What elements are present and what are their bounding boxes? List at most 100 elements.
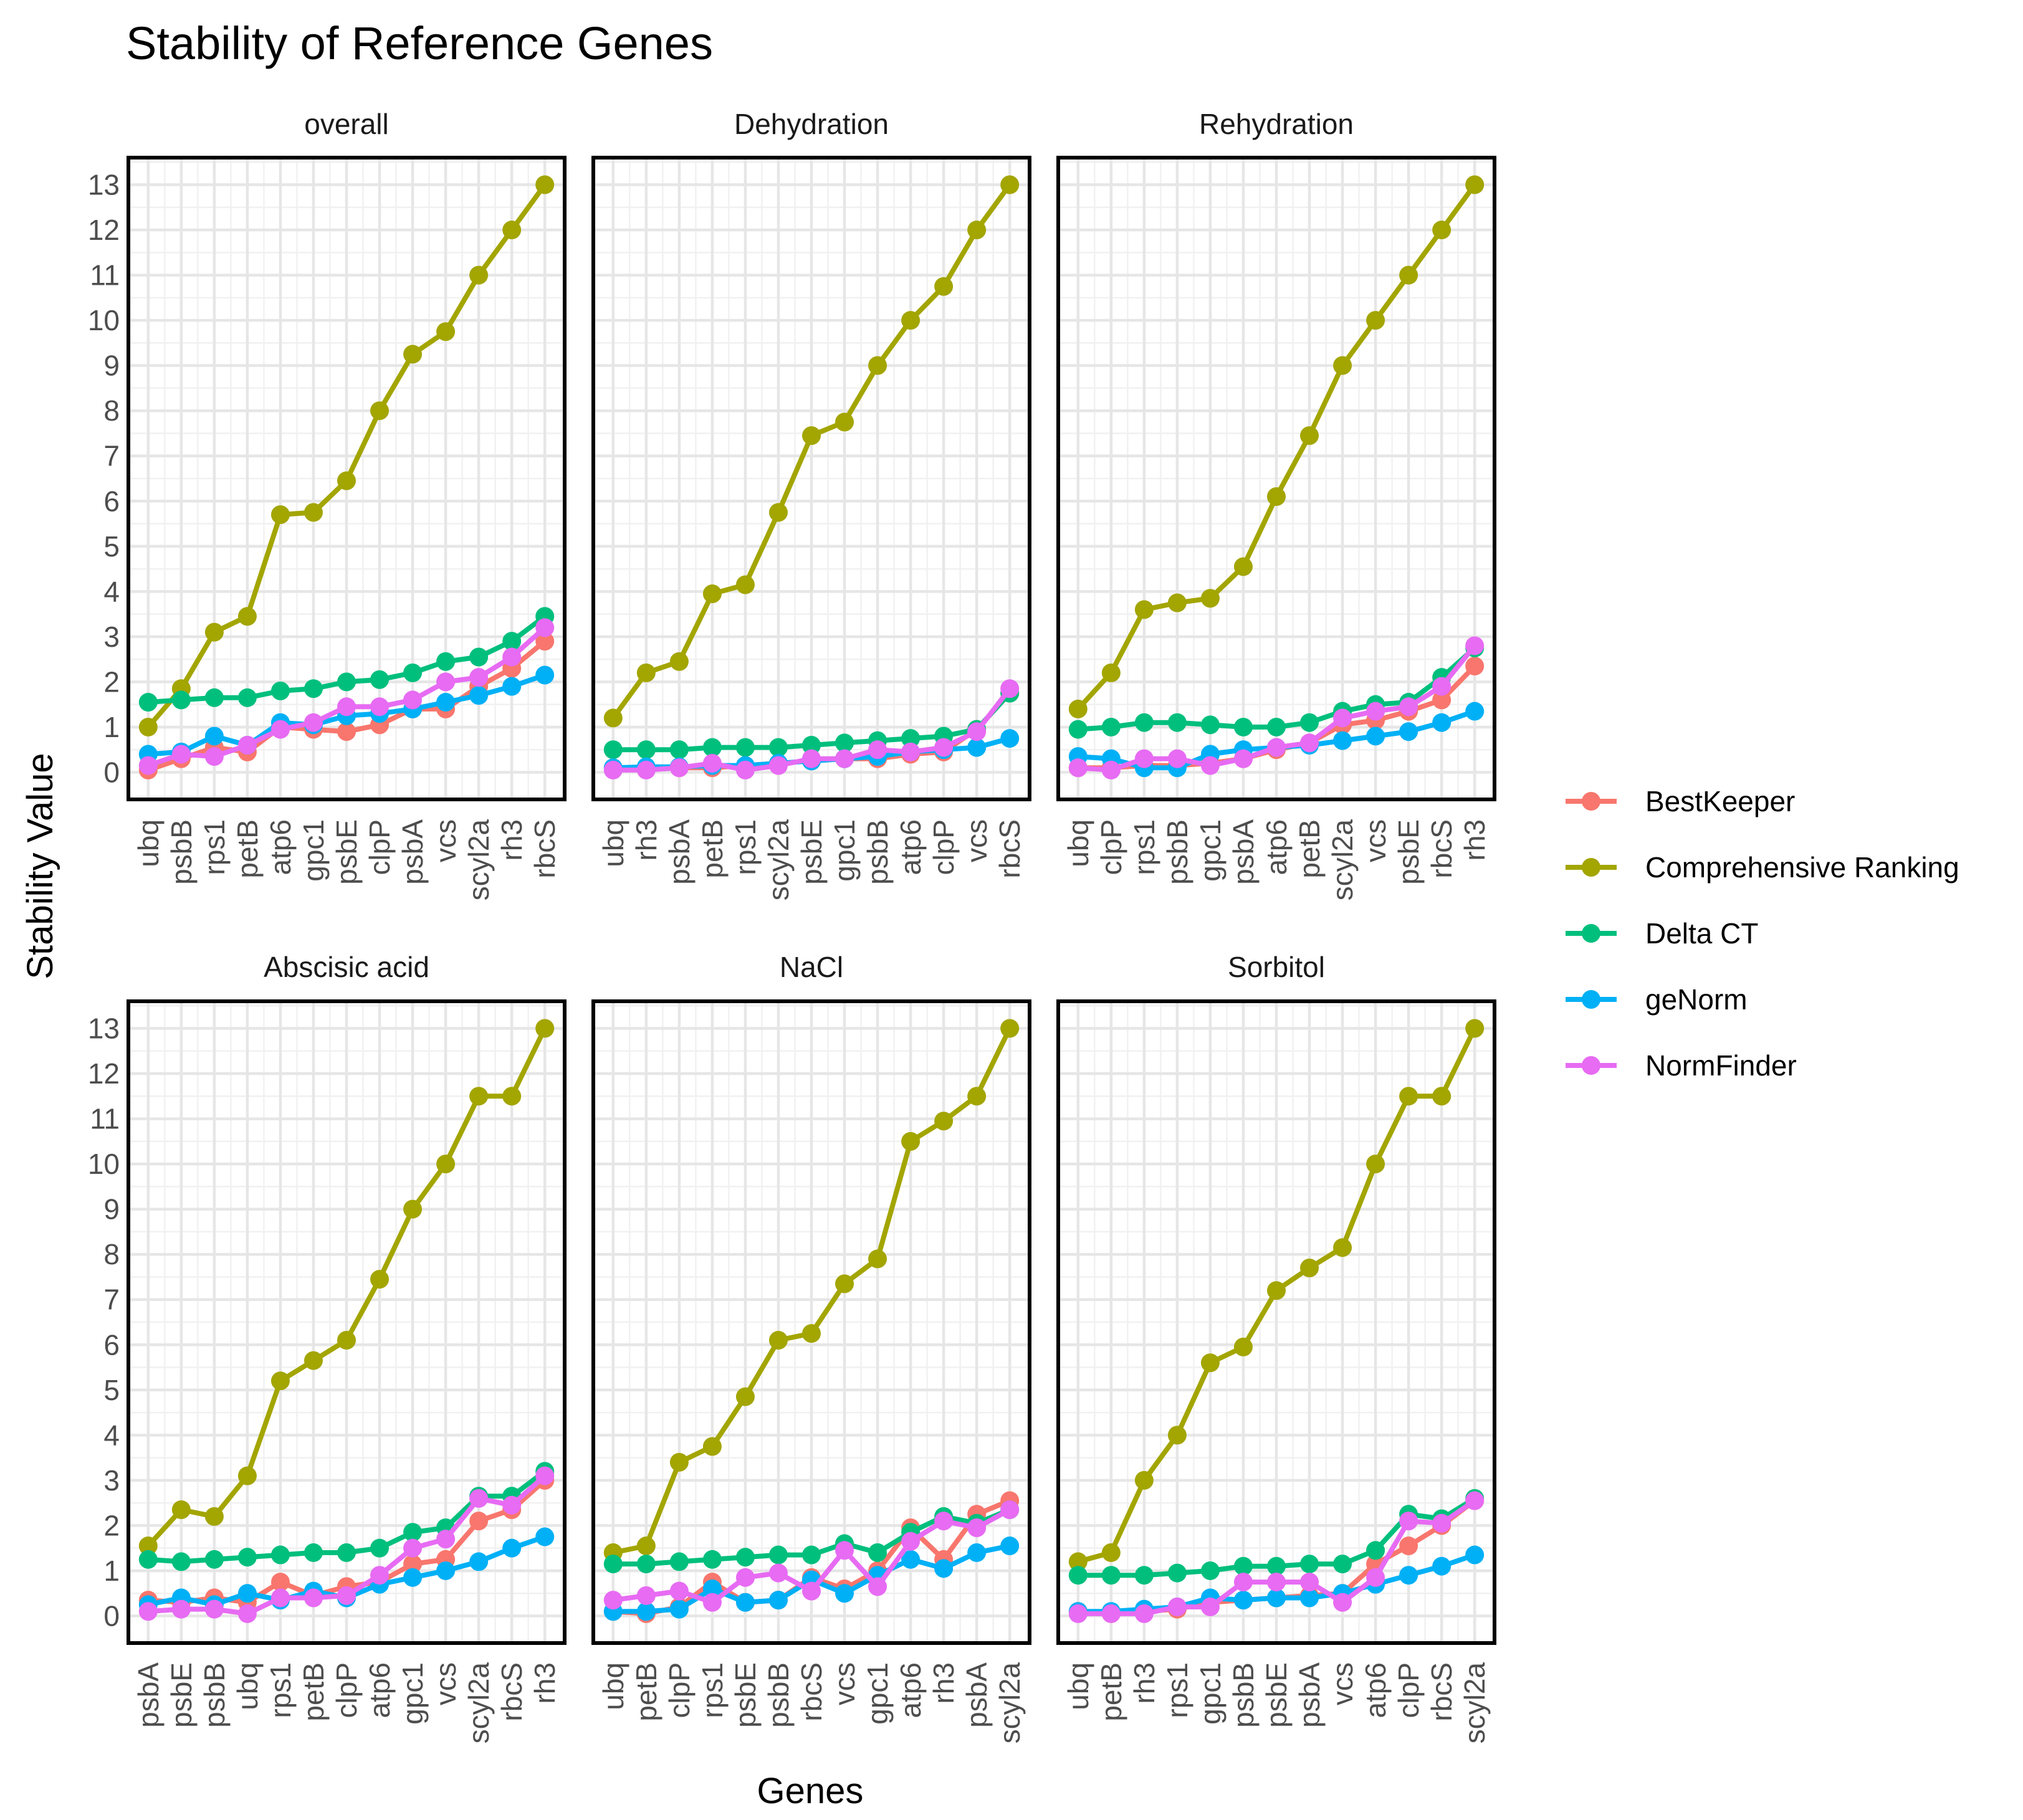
x-tick-label: psbA xyxy=(960,1662,993,1728)
panel-rehydration: Rehydration ubq clpP rps1 psbB gpc1 psbA atp6 pe… xyxy=(1056,108,1496,900)
y-tick-label: 3 xyxy=(103,621,120,653)
data-point xyxy=(535,1019,555,1038)
data-point xyxy=(1399,722,1418,741)
data-point xyxy=(669,1552,689,1571)
data-point xyxy=(934,1512,954,1531)
data-point xyxy=(204,1507,224,1526)
data-point xyxy=(702,738,722,757)
data-point xyxy=(337,697,356,717)
data-point xyxy=(138,1537,158,1556)
x-tick-label: rh3 xyxy=(528,1662,561,1703)
y-tick-label: 10 xyxy=(88,304,120,336)
chart-title: Stability of Reference Genes xyxy=(126,17,713,69)
series-comprehensive-ranking-sorbitol xyxy=(1068,1019,1485,1571)
series-comprehensive-ranking-overall xyxy=(138,175,555,736)
legend-item-bestkeeper: BestKeeper xyxy=(1566,785,1795,817)
x-tick-label: clpP xyxy=(330,1662,363,1718)
y-tick-label: 7 xyxy=(103,440,120,472)
x-tick-label: rh3 xyxy=(927,1662,960,1703)
data-point xyxy=(768,756,788,775)
data-point xyxy=(1000,729,1020,748)
data-point xyxy=(502,677,522,696)
x-tick-label: rh3 xyxy=(630,819,662,860)
data-point xyxy=(304,503,323,522)
data-point xyxy=(669,1452,689,1472)
data-point xyxy=(1399,1087,1418,1106)
data-point xyxy=(802,1581,821,1601)
data-point xyxy=(901,1532,921,1551)
x-tick-label: psbE xyxy=(729,1662,762,1728)
data-point xyxy=(270,1371,290,1391)
data-point xyxy=(204,1550,224,1569)
data-point xyxy=(171,690,191,710)
data-point xyxy=(1233,1573,1253,1592)
x-tick-label: psbE xyxy=(1392,819,1425,885)
data-point xyxy=(270,1588,290,1608)
data-point xyxy=(1366,1541,1385,1560)
y-tick-label: 9 xyxy=(103,1193,120,1226)
data-point xyxy=(636,740,656,760)
data-point xyxy=(1267,738,1286,757)
data-point xyxy=(802,1324,821,1343)
data-point xyxy=(535,665,555,685)
data-point xyxy=(1300,713,1319,732)
data-point xyxy=(436,1155,456,1174)
data-point xyxy=(868,740,887,760)
series-normfinder-overall xyxy=(138,618,555,775)
data-point xyxy=(1000,679,1020,698)
x-tick-label: rbcS xyxy=(1425,1662,1458,1722)
x-tick-label: psbE xyxy=(1260,1662,1293,1728)
data-point xyxy=(171,1599,191,1619)
data-point xyxy=(138,756,158,775)
x-tick-label: scyl2a xyxy=(762,819,795,901)
data-point xyxy=(304,1588,323,1608)
data-point xyxy=(802,735,821,755)
data-point xyxy=(735,1593,755,1612)
data-point xyxy=(1200,1597,1220,1616)
data-point xyxy=(603,1591,623,1610)
legend-label: BestKeeper xyxy=(1645,785,1795,817)
x-tick-label: atp6 xyxy=(264,819,297,875)
data-point xyxy=(304,1351,323,1370)
y-tick-label: 6 xyxy=(103,485,120,517)
x-tick-label: psbA xyxy=(663,819,696,885)
data-point xyxy=(237,1548,257,1567)
x-tick-label: psbA xyxy=(396,819,429,885)
y-tick-label: 0 xyxy=(103,1599,120,1632)
data-point xyxy=(702,1579,722,1598)
data-point xyxy=(1068,1552,1088,1571)
x-tick-label: ubq xyxy=(597,819,629,867)
data-point xyxy=(868,1249,887,1269)
data-point xyxy=(901,742,921,761)
panel-frame xyxy=(1056,156,1496,801)
series-comprehensive-ranking-nacl xyxy=(603,1019,1020,1562)
data-point xyxy=(337,1331,356,1350)
data-point xyxy=(469,1489,489,1508)
panel-dehydration: Dehydration ubq rh3 psbA petB rps1 scyl2a psbE g… xyxy=(591,108,1031,901)
x-tick-label: vcs xyxy=(1359,819,1392,862)
series-comprehensive-ranking-rehydration xyxy=(1068,175,1485,718)
x-tick-label: psbA xyxy=(132,1662,165,1728)
legend: BestKeeper Comprehensive Ranking Delta CT g… xyxy=(1566,785,1959,1082)
x-tick-label: petB xyxy=(696,819,729,879)
data-point xyxy=(1267,717,1286,736)
x-tick-label: vcs xyxy=(828,1662,861,1705)
y-tick-label: 2 xyxy=(103,1509,120,1541)
data-point xyxy=(138,1550,158,1569)
data-point xyxy=(1300,1573,1319,1592)
data-point xyxy=(1101,663,1121,682)
data-point xyxy=(1134,1470,1154,1490)
data-point xyxy=(967,738,987,757)
legend-label: geNorm xyxy=(1645,983,1748,1016)
data-point xyxy=(1267,1556,1286,1576)
data-point xyxy=(1366,702,1385,721)
data-point xyxy=(967,1518,987,1538)
x-tick-label: rh3 xyxy=(1458,819,1491,860)
y-tick-label: 8 xyxy=(103,394,120,427)
x-tick-label: psbB xyxy=(1161,819,1193,885)
data-point xyxy=(469,265,489,285)
y-tick-label: 3 xyxy=(103,1464,120,1497)
data-point xyxy=(735,738,755,757)
data-point xyxy=(436,322,456,341)
